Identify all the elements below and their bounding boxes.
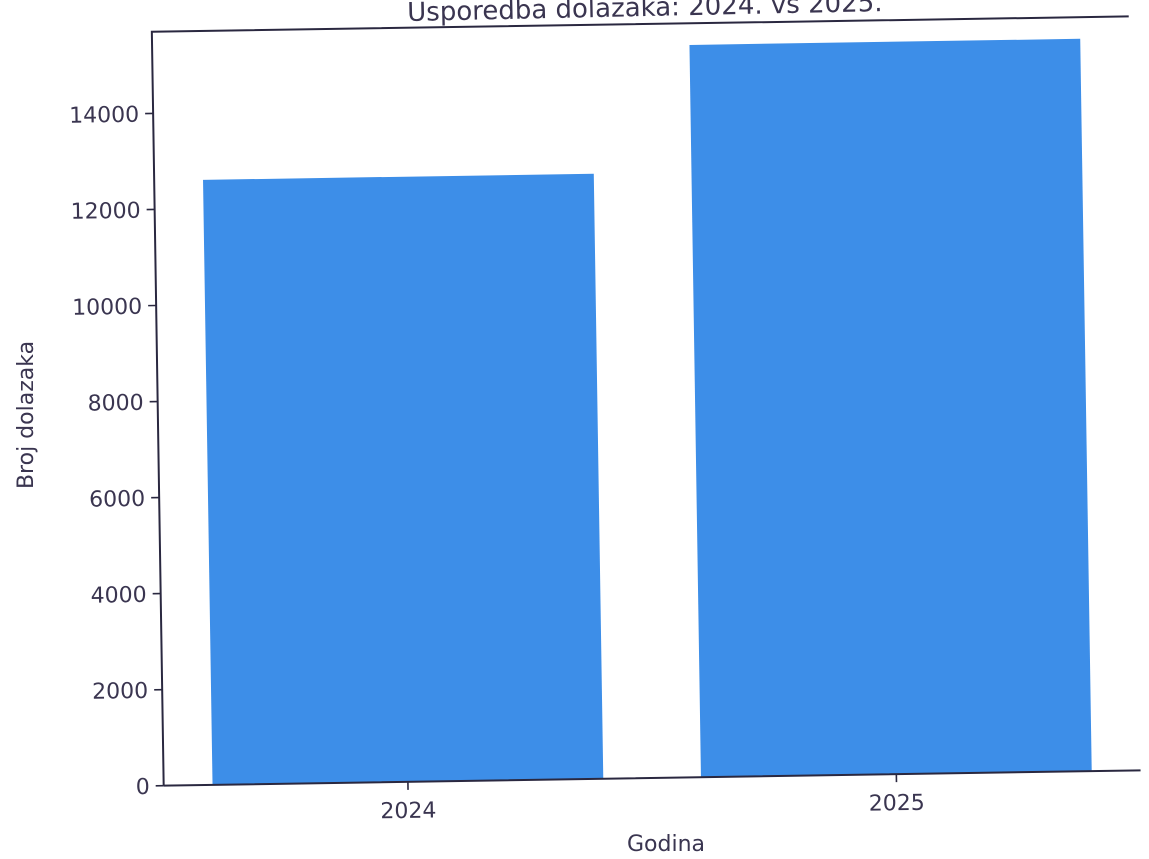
y-tick-label: 14000 xyxy=(69,103,139,129)
plot-area: 0 2000 4000 6000 8000 10000 12000 14000 2024 202… xyxy=(68,16,1141,829)
x-tick-label-2024: 2024 xyxy=(380,798,436,824)
bar-2024 xyxy=(203,174,603,785)
bars-group xyxy=(201,39,1092,785)
x-axis-label: Godina xyxy=(627,832,705,854)
y-tick-label: 8000 xyxy=(87,391,143,417)
y-tick-label: 4000 xyxy=(91,583,147,609)
y-ticks: 0 2000 4000 6000 8000 10000 12000 14000 xyxy=(69,102,164,801)
bar-2025 xyxy=(689,39,1091,777)
y-axis-label: Broj dolazaka xyxy=(14,341,39,489)
y-tick-label: 2000 xyxy=(92,679,148,705)
y-tick-label: 6000 xyxy=(89,487,145,513)
y-tick-label: 10000 xyxy=(72,295,142,321)
y-tick-label: 12000 xyxy=(70,199,140,225)
y-tick-label: 0 xyxy=(136,775,150,800)
x-tick-label-2025: 2025 xyxy=(869,791,925,817)
